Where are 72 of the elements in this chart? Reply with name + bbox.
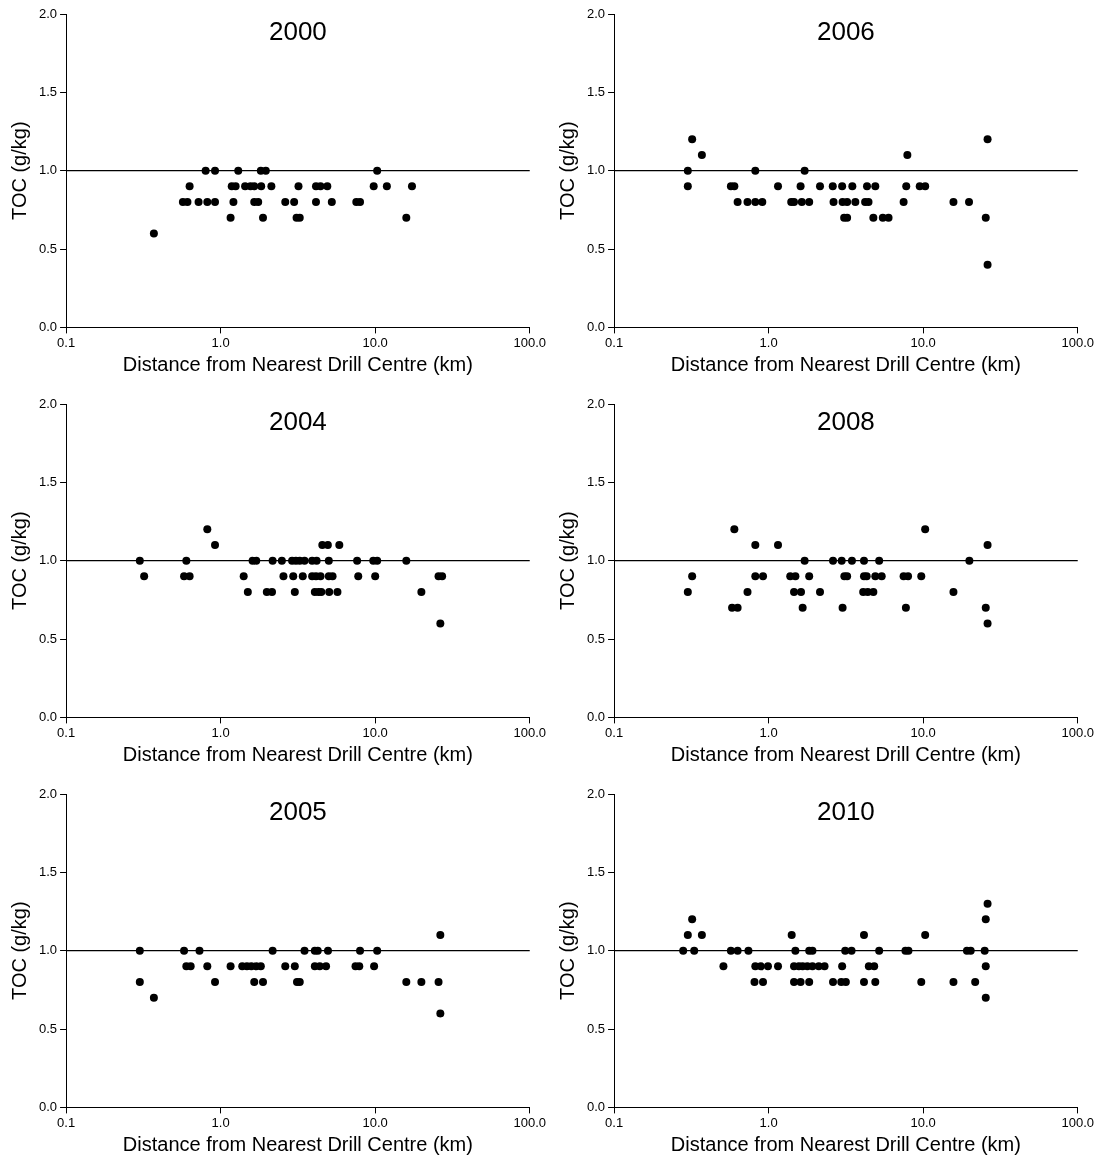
y-axis-title: TOC (g/kg) [7, 901, 30, 1000]
y-tick-label: 1.5 [38, 83, 58, 99]
x-tick-label: 1.0 [759, 1114, 778, 1130]
x-tick-label: 100.0 [513, 1114, 547, 1130]
y-tick-label: 1.5 [38, 863, 58, 879]
chart-title: 2006 [816, 16, 875, 47]
y-tick-label: 0.5 [38, 630, 58, 646]
x-tick-label: 0.1 [605, 1114, 624, 1130]
y-tick-label: 1.5 [586, 473, 606, 489]
x-tick-label: 0.1 [605, 724, 624, 740]
chart-title: 2010 [816, 796, 875, 827]
chart-title: 2005 [268, 796, 327, 827]
y-tick-label: 1.5 [586, 863, 606, 879]
y-tick-label: 0.5 [586, 240, 606, 256]
x-tick-label: 100.0 [513, 724, 547, 740]
y-tick-label: 0.5 [586, 1020, 606, 1036]
y-axis-title: TOC (g/kg) [555, 121, 578, 220]
y-tick-label: 0.5 [586, 630, 606, 646]
y-tick-label: 0.0 [38, 708, 58, 724]
y-tick-label: 2.0 [586, 785, 606, 801]
x-axis-title: Distance from Nearest Drill Centre (km) [670, 1132, 1021, 1155]
y-tick-label: 2.0 [586, 5, 606, 21]
y-tick-label: 1.0 [586, 552, 606, 568]
x-tick-label: 0.1 [57, 334, 76, 350]
y-tick-label: 0.0 [38, 1098, 58, 1114]
x-tick-label: 10.0 [362, 724, 388, 740]
chart-title: 2004 [268, 406, 327, 437]
x-tick-label: 10.0 [910, 1114, 936, 1130]
y-tick-label: 1.0 [38, 162, 58, 178]
y-tick-label: 1.0 [38, 552, 58, 568]
x-axis-title: Distance from Nearest Drill Centre (km) [122, 352, 473, 375]
x-tick-label: 10.0 [910, 334, 936, 350]
y-tick-label: 0.0 [38, 318, 58, 334]
y-axis-title: TOC (g/kg) [555, 511, 578, 610]
x-tick-label: 1.0 [211, 1114, 230, 1130]
x-tick-label: 1.0 [211, 724, 230, 740]
x-tick-label: 10.0 [910, 724, 936, 740]
x-tick-label: 100.0 [513, 334, 547, 350]
y-tick-label: 1.5 [38, 473, 58, 489]
y-tick-label: 2.0 [586, 395, 606, 411]
x-tick-label: 1.0 [759, 724, 778, 740]
y-tick-label: 1.5 [586, 83, 606, 99]
x-tick-label: 10.0 [362, 334, 388, 350]
y-tick-label: 2.0 [38, 5, 58, 21]
y-tick-label: 1.0 [586, 162, 606, 178]
y-axis-title: TOC (g/kg) [555, 901, 578, 1000]
x-axis-title: Distance from Nearest Drill Centre (km) [670, 352, 1021, 375]
x-tick-label: 1.0 [211, 334, 230, 350]
y-tick-label: 0.5 [38, 240, 58, 256]
x-axis-title: Distance from Nearest Drill Centre (km) [122, 1132, 473, 1155]
y-tick-label: 0.0 [586, 708, 606, 724]
x-tick-label: 10.0 [362, 1114, 388, 1130]
y-tick-label: 2.0 [38, 785, 58, 801]
x-tick-label: 1.0 [759, 334, 778, 350]
y-tick-label: 0.0 [586, 1098, 606, 1114]
x-tick-label: 100.0 [1061, 724, 1095, 740]
x-axis-title: Distance from Nearest Drill Centre (km) [122, 742, 473, 765]
y-axis-title: TOC (g/kg) [7, 121, 30, 220]
y-tick-label: 0.5 [38, 1020, 58, 1036]
y-tick-label: 1.0 [586, 942, 606, 958]
x-axis-title: Distance from Nearest Drill Centre (km) [670, 742, 1021, 765]
x-tick-label: 0.1 [605, 334, 624, 350]
x-tick-label: 100.0 [1061, 334, 1095, 350]
y-axis-title: TOC (g/kg) [7, 511, 30, 610]
chart-title: 2008 [816, 406, 875, 437]
y-tick-label: 0.0 [586, 318, 606, 334]
y-tick-label: 1.0 [38, 942, 58, 958]
y-tick-label: 2.0 [38, 395, 58, 411]
x-tick-label: 100.0 [1061, 1114, 1095, 1130]
x-tick-label: 0.1 [57, 724, 76, 740]
x-tick-label: 0.1 [57, 1114, 76, 1130]
chart-title: 2000 [268, 16, 327, 47]
